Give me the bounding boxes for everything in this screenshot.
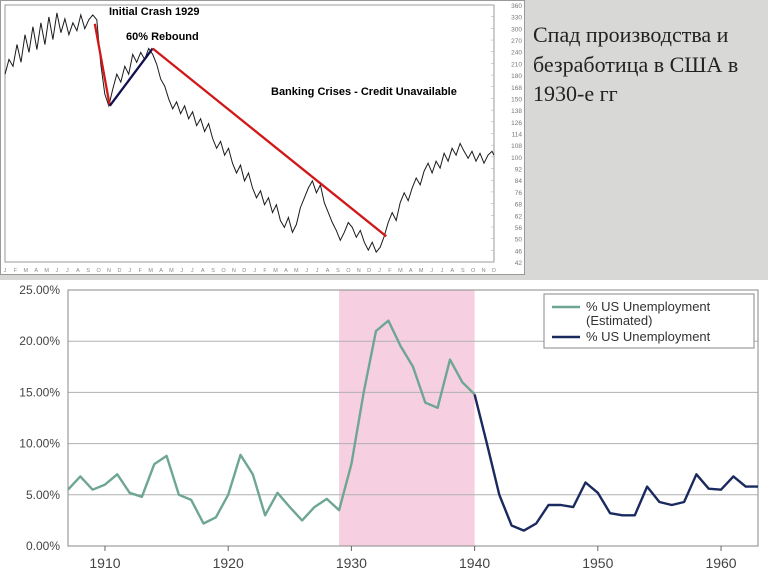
svg-text:M: M [294, 268, 299, 274]
svg-text:M: M [273, 268, 278, 274]
svg-text:50: 50 [515, 237, 523, 244]
svg-text:N: N [232, 268, 236, 274]
svg-text:330: 330 [511, 15, 522, 22]
svg-text:1930: 1930 [336, 555, 367, 571]
svg-text:M: M [398, 268, 403, 274]
svg-text:S: S [211, 268, 215, 274]
svg-text:A: A [409, 268, 413, 274]
svg-text:10.00%: 10.00% [19, 437, 60, 451]
svg-text:% US Unemployment: % US Unemployment [586, 329, 711, 344]
svg-text:A: A [76, 268, 80, 274]
svg-text:D: D [492, 268, 496, 274]
svg-text:68: 68 [515, 202, 523, 209]
svg-text:1960: 1960 [705, 555, 736, 571]
svg-text:J: J [4, 268, 7, 274]
svg-text:25.00%: 25.00% [19, 283, 60, 297]
svg-text:1920: 1920 [213, 555, 244, 571]
svg-text:M: M [419, 268, 424, 274]
page-title: Спад производства и безработица в США в … [533, 20, 758, 109]
svg-text:1950: 1950 [582, 555, 613, 571]
stock-crash-chart: 360 330 300 270 240 210 180 168 150 138 126 114 108 1… [0, 0, 525, 275]
svg-text:N: N [357, 268, 361, 274]
svg-text:J: J [253, 268, 256, 274]
svg-text:% US Unemployment: % US Unemployment [586, 299, 711, 314]
svg-text:180: 180 [511, 73, 522, 80]
svg-text:100: 100 [511, 155, 522, 162]
unemployment-chart: 0.00% 5.00% 10.00% 15.00% 20.00% 25.00% 1910 19… [0, 280, 768, 576]
svg-text:S: S [461, 268, 465, 274]
svg-text:N: N [482, 268, 486, 274]
svg-text:M: M [169, 268, 174, 274]
svg-text:N: N [107, 268, 111, 274]
svg-text:J: J [180, 268, 183, 274]
svg-text:62: 62 [515, 213, 523, 220]
svg-text:300: 300 [511, 26, 522, 33]
svg-text:(Estimated): (Estimated) [586, 313, 652, 328]
svg-text:210: 210 [511, 61, 522, 68]
svg-text:J: J [316, 268, 319, 274]
svg-text:A: A [159, 268, 163, 274]
bottom-panel: 0.00% 5.00% 10.00% 15.00% 20.00% 25.00% 1910 19… [0, 280, 768, 576]
svg-text:114: 114 [512, 132, 523, 139]
svg-text:J: J [305, 268, 308, 274]
svg-text:56: 56 [515, 225, 523, 232]
svg-text:270: 270 [511, 38, 522, 45]
svg-text:A: A [34, 268, 38, 274]
svg-text:360: 360 [511, 3, 522, 10]
svg-text:J: J [441, 268, 444, 274]
anno-banking: Banking Crises - Credit Unavailable [271, 86, 457, 98]
svg-text:O: O [471, 268, 476, 274]
svg-text:M: M [148, 268, 153, 274]
svg-text:J: J [128, 268, 131, 274]
svg-text:A: A [326, 268, 330, 274]
svg-text:D: D [367, 268, 371, 274]
svg-text:S: S [336, 268, 340, 274]
svg-text:92: 92 [515, 167, 523, 174]
svg-text:F: F [388, 268, 392, 274]
svg-text:M: M [24, 268, 29, 274]
svg-text:168: 168 [511, 85, 522, 92]
svg-text:S: S [86, 268, 90, 274]
svg-text:J: J [66, 268, 69, 274]
svg-text:46: 46 [515, 248, 523, 255]
svg-text:84: 84 [515, 178, 523, 185]
svg-text:20.00%: 20.00% [19, 334, 60, 348]
svg-text:F: F [139, 268, 143, 274]
svg-text:240: 240 [511, 50, 522, 57]
svg-text:J: J [430, 268, 433, 274]
svg-text:150: 150 [511, 96, 522, 103]
svg-text:42: 42 [515, 260, 523, 267]
svg-text:15.00%: 15.00% [19, 385, 60, 399]
svg-text:A: A [451, 268, 455, 274]
svg-text:A: A [284, 268, 288, 274]
svg-text:5.00%: 5.00% [26, 488, 60, 502]
svg-text:J: J [191, 268, 194, 274]
stock-crash-svg: 360 330 300 270 240 210 180 168 150 138 126 114 108 1… [1, 1, 524, 274]
svg-text:D: D [117, 268, 121, 274]
svg-text:0.00%: 0.00% [26, 539, 60, 553]
svg-text:J: J [378, 268, 381, 274]
svg-text:D: D [242, 268, 246, 274]
svg-text:O: O [96, 268, 101, 274]
svg-text:138: 138 [511, 108, 522, 115]
top-panel: 360 330 300 270 240 210 180 168 150 138 126 114 108 1… [0, 0, 768, 280]
svg-text:1910: 1910 [89, 555, 120, 571]
svg-text:O: O [346, 268, 351, 274]
svg-text:108: 108 [511, 143, 522, 150]
svg-text:126: 126 [511, 120, 522, 127]
svg-text:O: O [221, 268, 226, 274]
svg-text:76: 76 [515, 190, 523, 197]
svg-text:F: F [263, 268, 267, 274]
svg-text:J: J [56, 268, 59, 274]
svg-text:A: A [201, 268, 205, 274]
anno-rebound: 60% Rebound [126, 31, 199, 43]
svg-text:1940: 1940 [459, 555, 490, 571]
svg-text:F: F [14, 268, 18, 274]
anno-initial-crash: Initial Crash 1929 [109, 6, 200, 18]
page: 360 330 300 270 240 210 180 168 150 138 126 114 108 1… [0, 0, 768, 576]
svg-text:M: M [44, 268, 49, 274]
